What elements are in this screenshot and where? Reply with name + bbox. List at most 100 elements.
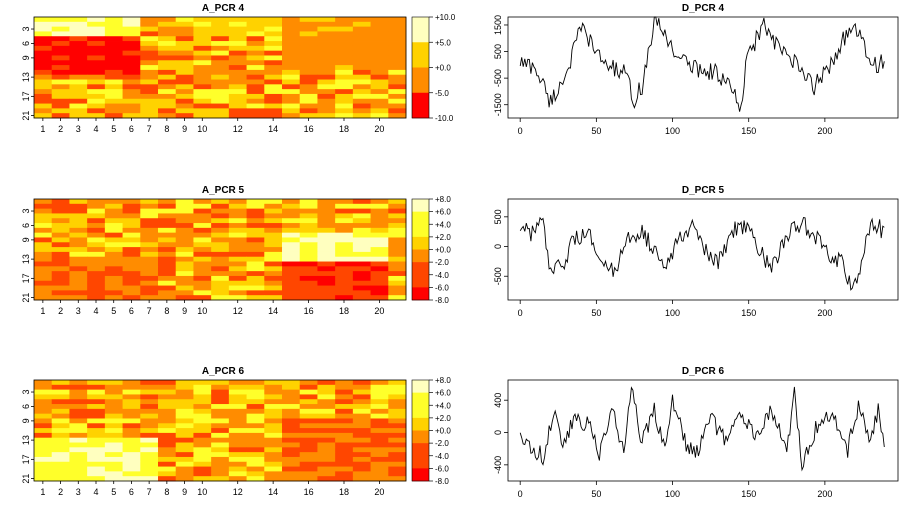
heatmap-cell <box>51 223 70 229</box>
heatmap-cell <box>335 21 354 28</box>
heatmap-cell <box>246 471 265 477</box>
heatmap-cell <box>246 41 265 47</box>
heatmap-cell <box>140 247 159 253</box>
heatmap-cell <box>264 251 283 258</box>
heatmap-cell <box>69 79 88 85</box>
heatmap-cell <box>175 79 194 85</box>
heatmap-cell <box>69 394 88 400</box>
x-tick-label: 12 <box>233 306 243 316</box>
heatmap-cell <box>34 60 53 66</box>
heatmap-cell <box>228 98 247 104</box>
heatmap-cell <box>264 447 283 453</box>
heatmap-cell <box>388 84 407 90</box>
heatmap-cell <box>388 36 407 42</box>
heatmap-cell <box>104 442 123 448</box>
heatmap-cell <box>246 208 265 214</box>
heatmap-cell <box>140 232 159 238</box>
heatmap-cell <box>352 461 371 467</box>
heatmap-cell <box>34 456 53 463</box>
heatmap-cell <box>104 242 123 248</box>
x-tick-label: 1 <box>40 306 45 316</box>
heatmap-cell <box>264 384 283 391</box>
heatmap-cell <box>158 280 177 286</box>
heatmap-cell <box>388 237 407 243</box>
heatmap-cell <box>352 428 371 434</box>
heatmap-cell <box>299 256 318 262</box>
heatmap-cell <box>352 423 371 429</box>
heatmap-cell <box>299 21 318 28</box>
heatmap-cell <box>158 266 177 272</box>
heatmap-cell <box>246 461 265 467</box>
heatmap-cell <box>193 26 212 32</box>
heatmap-cell <box>211 98 230 104</box>
heatmap-cell <box>388 271 407 277</box>
heatmap-cell <box>140 476 159 482</box>
heatmap-cell <box>104 103 123 109</box>
heatmap-cell <box>104 208 123 214</box>
heatmap-cell <box>228 199 247 205</box>
heatmap-cell <box>140 290 159 296</box>
heatmap-cell <box>299 31 318 37</box>
heatmap-cell <box>370 36 389 42</box>
heatmap-cell <box>228 247 247 253</box>
heatmap-cell <box>352 418 371 424</box>
heatmap-cell <box>34 261 53 267</box>
heatmap-cell <box>34 103 53 109</box>
heatmap-cell <box>335 232 354 238</box>
heatmap-cell <box>211 471 230 477</box>
y-tick-label: 21 <box>21 474 31 484</box>
panel-title: D_PCR 6 <box>682 366 725 377</box>
heatmap-cell <box>193 98 212 104</box>
heatmap-cell <box>69 45 88 52</box>
legend-label: -8.0 <box>435 296 449 305</box>
heatmap-cell <box>228 103 247 109</box>
heatmap-cell <box>87 418 106 424</box>
heatmap-cell <box>158 203 177 210</box>
heatmap-cell <box>299 285 318 291</box>
heatmap-cell <box>51 399 70 405</box>
heatmap-cell <box>51 237 70 243</box>
heatmap-cell <box>370 476 389 482</box>
heatmap-cell <box>317 399 336 405</box>
x-tick-label: 9 <box>182 306 187 316</box>
x-tick-label: 100 <box>665 489 680 499</box>
heatmap-cell <box>388 476 407 482</box>
heatmap-cell <box>352 285 371 291</box>
x-tick-label: 0 <box>518 126 523 136</box>
heatmap-cell <box>69 84 88 90</box>
heatmap-cell <box>370 389 389 395</box>
heatmap-cell <box>175 103 194 109</box>
heatmap-cell <box>352 247 371 253</box>
heatmap-cell <box>299 389 318 395</box>
heatmap-cell <box>282 452 301 458</box>
heatmap-cell <box>299 275 318 282</box>
heatmap-cell <box>34 280 53 286</box>
heatmap-cell <box>282 69 301 76</box>
heatmap-cell <box>104 199 123 205</box>
heatmap-cell <box>282 26 301 32</box>
x-tick-label: 16 <box>304 124 314 134</box>
heatmap-cell <box>211 242 230 248</box>
heatmap-cell <box>34 84 53 90</box>
heatmap-cell <box>104 17 123 23</box>
heatmap-cell <box>335 389 354 395</box>
heatmap-cell <box>69 432 88 439</box>
heatmap-cell <box>299 384 318 391</box>
heatmap-cell <box>193 428 212 434</box>
heatmap-cell <box>158 476 177 482</box>
heatmap-cell <box>299 199 318 205</box>
heatmap-cell <box>51 26 70 32</box>
heatmap-cell <box>69 256 88 262</box>
heatmap-cell <box>122 45 141 52</box>
heatmap-cell <box>193 227 212 234</box>
heatmap-cell <box>158 213 177 219</box>
heatmap-cell <box>104 437 123 443</box>
legend-swatch <box>412 287 429 301</box>
heatmap-cell <box>51 17 70 23</box>
heatmap-cell <box>246 55 265 61</box>
heatmap-cell <box>51 98 70 104</box>
heatmap-cell <box>282 461 301 467</box>
heatmap-cell <box>140 404 159 410</box>
heatmap-cell <box>370 26 389 32</box>
heatmap-cell <box>246 199 265 205</box>
